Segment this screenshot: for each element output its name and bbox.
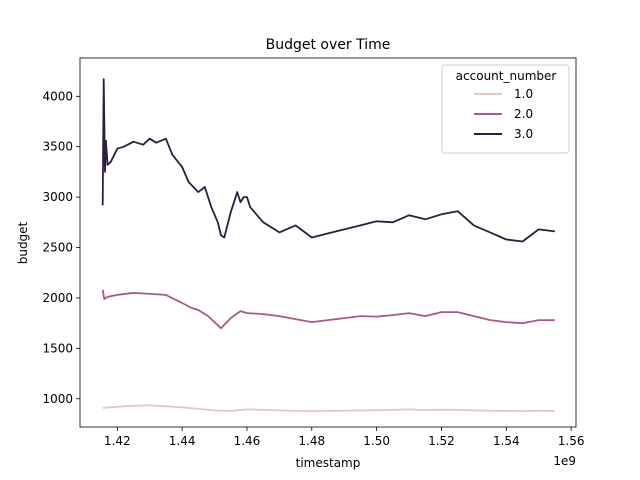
y-tick-label: 2500 xyxy=(42,241,73,255)
y-tick-label: 2000 xyxy=(42,291,73,305)
x-tick-label: 1.52 xyxy=(428,434,455,448)
x-tick-label: 1.46 xyxy=(234,434,261,448)
legend-title: account_number xyxy=(456,69,557,83)
y-tick-label: 3000 xyxy=(42,190,73,204)
y-axis: 1000 1500 2000 2500 3000 3500 4000 xyxy=(42,89,80,406)
x-tick-label: 1.48 xyxy=(298,434,325,448)
series-layer xyxy=(101,78,556,413)
x-tick-label: 1.56 xyxy=(558,434,585,448)
y-tick-label: 1000 xyxy=(42,392,73,406)
legend-label-2.0: 2.0 xyxy=(514,107,533,121)
series-line-3.0 xyxy=(101,78,556,243)
series-line-1.0 xyxy=(102,404,555,413)
legend: account_number 1.0 2.0 3.0 xyxy=(441,64,570,154)
legend-box xyxy=(441,64,570,154)
legend-label-3.0: 3.0 xyxy=(514,127,533,141)
y-tick-label: 1500 xyxy=(42,341,73,355)
x-axis-label: timestamp xyxy=(296,456,361,470)
x-offset-label: 1e9 xyxy=(553,454,576,468)
series-line-2.0 xyxy=(101,289,555,330)
plot-frame xyxy=(79,57,577,428)
chart-title: Budget over Time xyxy=(266,37,391,53)
y-tick-label: 4000 xyxy=(42,89,73,103)
y-axis-label: budget xyxy=(16,221,30,264)
x-axis: 1.42 1.44 1.46 1.48 1.50 1.52 1.54 1.56 xyxy=(104,427,585,448)
legend-label-1.0: 1.0 xyxy=(514,87,533,101)
x-tick-label: 1.54 xyxy=(493,434,520,448)
x-tick-label: 1.50 xyxy=(363,434,390,448)
x-tick-label: 1.44 xyxy=(169,434,196,448)
y-tick-label: 3500 xyxy=(42,140,73,154)
legend-entries: 1.0 2.0 3.0 xyxy=(474,87,533,141)
x-tick-label: 1.42 xyxy=(104,434,131,448)
